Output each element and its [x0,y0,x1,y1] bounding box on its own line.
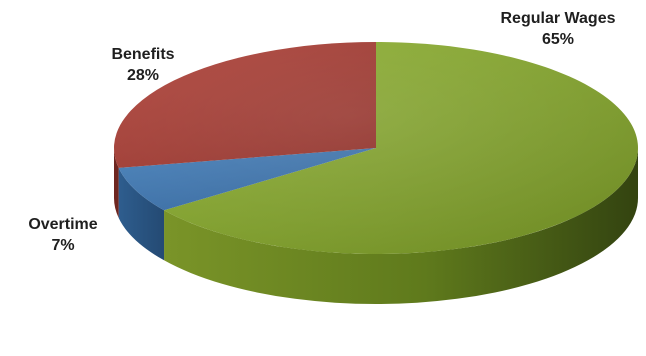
label-regular-wages: Regular Wages 65% [488,8,628,50]
slice-name: Overtime [28,216,98,233]
slice-percent: 65% [541,31,575,48]
side-overtime [118,167,165,261]
slice-name: Benefits [111,46,175,63]
slice-percent: 28% [126,67,160,84]
side-regular-wages [164,148,639,305]
slice-name: Regular Wages [500,10,616,27]
side-benefits [114,148,119,218]
pie-depth-group [114,148,639,305]
label-benefits: Benefits 28% [88,44,198,86]
label-overtime: Overtime 7% [8,214,118,256]
slice-percent: 7% [51,237,75,254]
pie-highlight [114,42,638,254]
pie-top-group [113,42,638,255]
